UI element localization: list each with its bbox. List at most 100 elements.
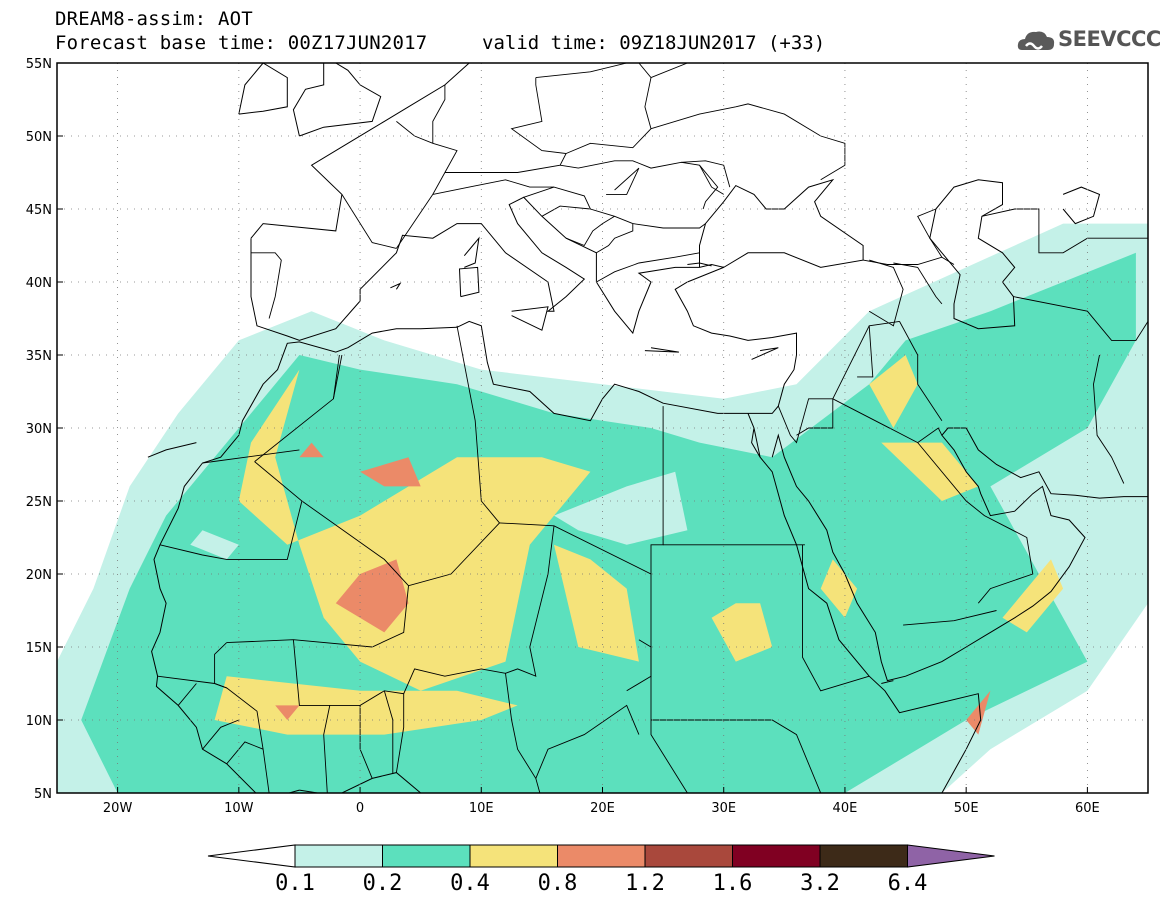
colorbar-segment xyxy=(644,844,733,868)
country-border xyxy=(893,262,943,305)
coastline xyxy=(151,266,797,793)
lon-tick-label: 50E xyxy=(954,801,979,816)
logo-text: SEEVCCC xyxy=(1058,27,1161,51)
country-border xyxy=(505,673,541,793)
colorbar-level-label: 0.4 xyxy=(450,871,490,896)
coastline xyxy=(644,347,679,353)
lat-tick-label: 55N xyxy=(26,57,52,72)
coastline xyxy=(238,63,288,115)
country-border xyxy=(301,500,409,587)
coastline xyxy=(299,772,422,793)
country-border xyxy=(917,208,943,258)
lat-tick-label: 5N xyxy=(34,787,52,802)
colorbar-segment xyxy=(294,844,383,868)
colorbar-high-extension xyxy=(907,844,995,868)
colorbar-segment xyxy=(732,844,821,868)
country-border xyxy=(606,167,640,195)
aot-region xyxy=(869,355,918,428)
country-border xyxy=(523,186,633,225)
colorbar-level-label: 1.2 xyxy=(625,871,665,896)
colorbar-level-label: 1.6 xyxy=(713,871,753,896)
country-border xyxy=(395,693,405,773)
country-border xyxy=(432,84,446,144)
lon-tick-label: 20E xyxy=(590,801,615,816)
lon-tick-label: 10W xyxy=(224,801,254,816)
aot-region xyxy=(214,676,518,735)
country-border xyxy=(226,741,264,765)
lat-tick-label: 45N xyxy=(26,203,52,218)
colorbar-level-label: 3.2 xyxy=(800,871,840,896)
country-border xyxy=(981,208,1148,254)
lat-tick-label: 30N xyxy=(26,422,52,437)
lon-tick-label: 20W xyxy=(103,801,133,816)
coastline xyxy=(1062,186,1101,225)
lon-tick-label: 10E xyxy=(469,801,494,816)
lon-tick-label: 60E xyxy=(1075,801,1100,816)
lat-tick-label: 25N xyxy=(26,495,52,510)
forecast-base-time: Forecast base time: 00Z17JUN2017 xyxy=(55,32,428,54)
country-border xyxy=(650,574,688,793)
country-border xyxy=(917,442,1034,604)
lat-tick-label: 10N xyxy=(26,714,52,729)
country-border xyxy=(863,256,955,265)
country-border xyxy=(802,544,870,692)
country-border xyxy=(456,325,500,524)
country-border xyxy=(560,160,719,210)
longitude-labels: 20W 10W 0 10E 20E 30E 40E 50E 60E xyxy=(103,787,1100,816)
country-border xyxy=(292,639,506,706)
coastline xyxy=(390,282,402,290)
lon-tick-label: 40E xyxy=(833,801,858,816)
coastline xyxy=(881,680,894,684)
country-border xyxy=(177,683,197,706)
country-border xyxy=(383,690,394,774)
colorbar-level-label: 0.1 xyxy=(275,871,315,896)
latitude-labels: 55N 50N 45N 40N 35N 30N 25N 20N 15N 10N 5N xyxy=(26,57,63,802)
country-border xyxy=(1013,296,1148,341)
aot-region xyxy=(1002,559,1064,633)
gridlines xyxy=(57,63,1148,793)
colorbar-segment xyxy=(819,844,908,868)
aot-region xyxy=(554,471,688,545)
country-border xyxy=(681,160,731,188)
country-border xyxy=(626,639,652,692)
lat-tick-label: 15N xyxy=(26,641,52,656)
colorbar-segment xyxy=(557,844,646,868)
country-border xyxy=(444,77,567,173)
country-border xyxy=(535,63,627,79)
colorbar: 0.1 0.2 0.4 0.8 1.2 1.6 3.2 6.4 xyxy=(207,844,995,896)
country-border xyxy=(699,164,724,195)
country-border xyxy=(202,719,239,750)
colorbar-low-extension xyxy=(207,844,296,868)
lat-tick-label: 35N xyxy=(26,349,52,364)
country-border xyxy=(596,223,634,254)
aot-region xyxy=(360,457,421,487)
country-border xyxy=(202,449,300,464)
coastline xyxy=(299,63,382,137)
aot-region xyxy=(190,530,239,560)
valid-time: valid time: 09Z18JUN2017 (+33) xyxy=(482,32,826,54)
colorbar-level-label: 0.2 xyxy=(363,871,403,896)
seevccc-logo xyxy=(1017,31,1055,50)
coastline xyxy=(511,306,549,331)
colorbar-level-label: 0.8 xyxy=(538,871,578,896)
country-border xyxy=(332,354,343,399)
country-border xyxy=(541,205,591,217)
aot-region xyxy=(820,559,858,618)
country-border xyxy=(432,179,554,195)
country-border xyxy=(651,719,822,793)
coastline xyxy=(147,442,197,458)
country-border xyxy=(323,705,331,793)
country-border xyxy=(596,252,700,283)
country-border xyxy=(535,704,640,779)
lon-tick-label: 0 xyxy=(356,801,364,816)
aot-region xyxy=(335,559,409,633)
country-border xyxy=(832,398,943,444)
country-border xyxy=(857,325,874,378)
coastline xyxy=(250,178,864,341)
country-border xyxy=(341,194,397,249)
country-border xyxy=(868,259,904,327)
coastline xyxy=(687,262,712,267)
lat-tick-label: 40N xyxy=(26,276,52,291)
aot-region xyxy=(275,705,300,720)
